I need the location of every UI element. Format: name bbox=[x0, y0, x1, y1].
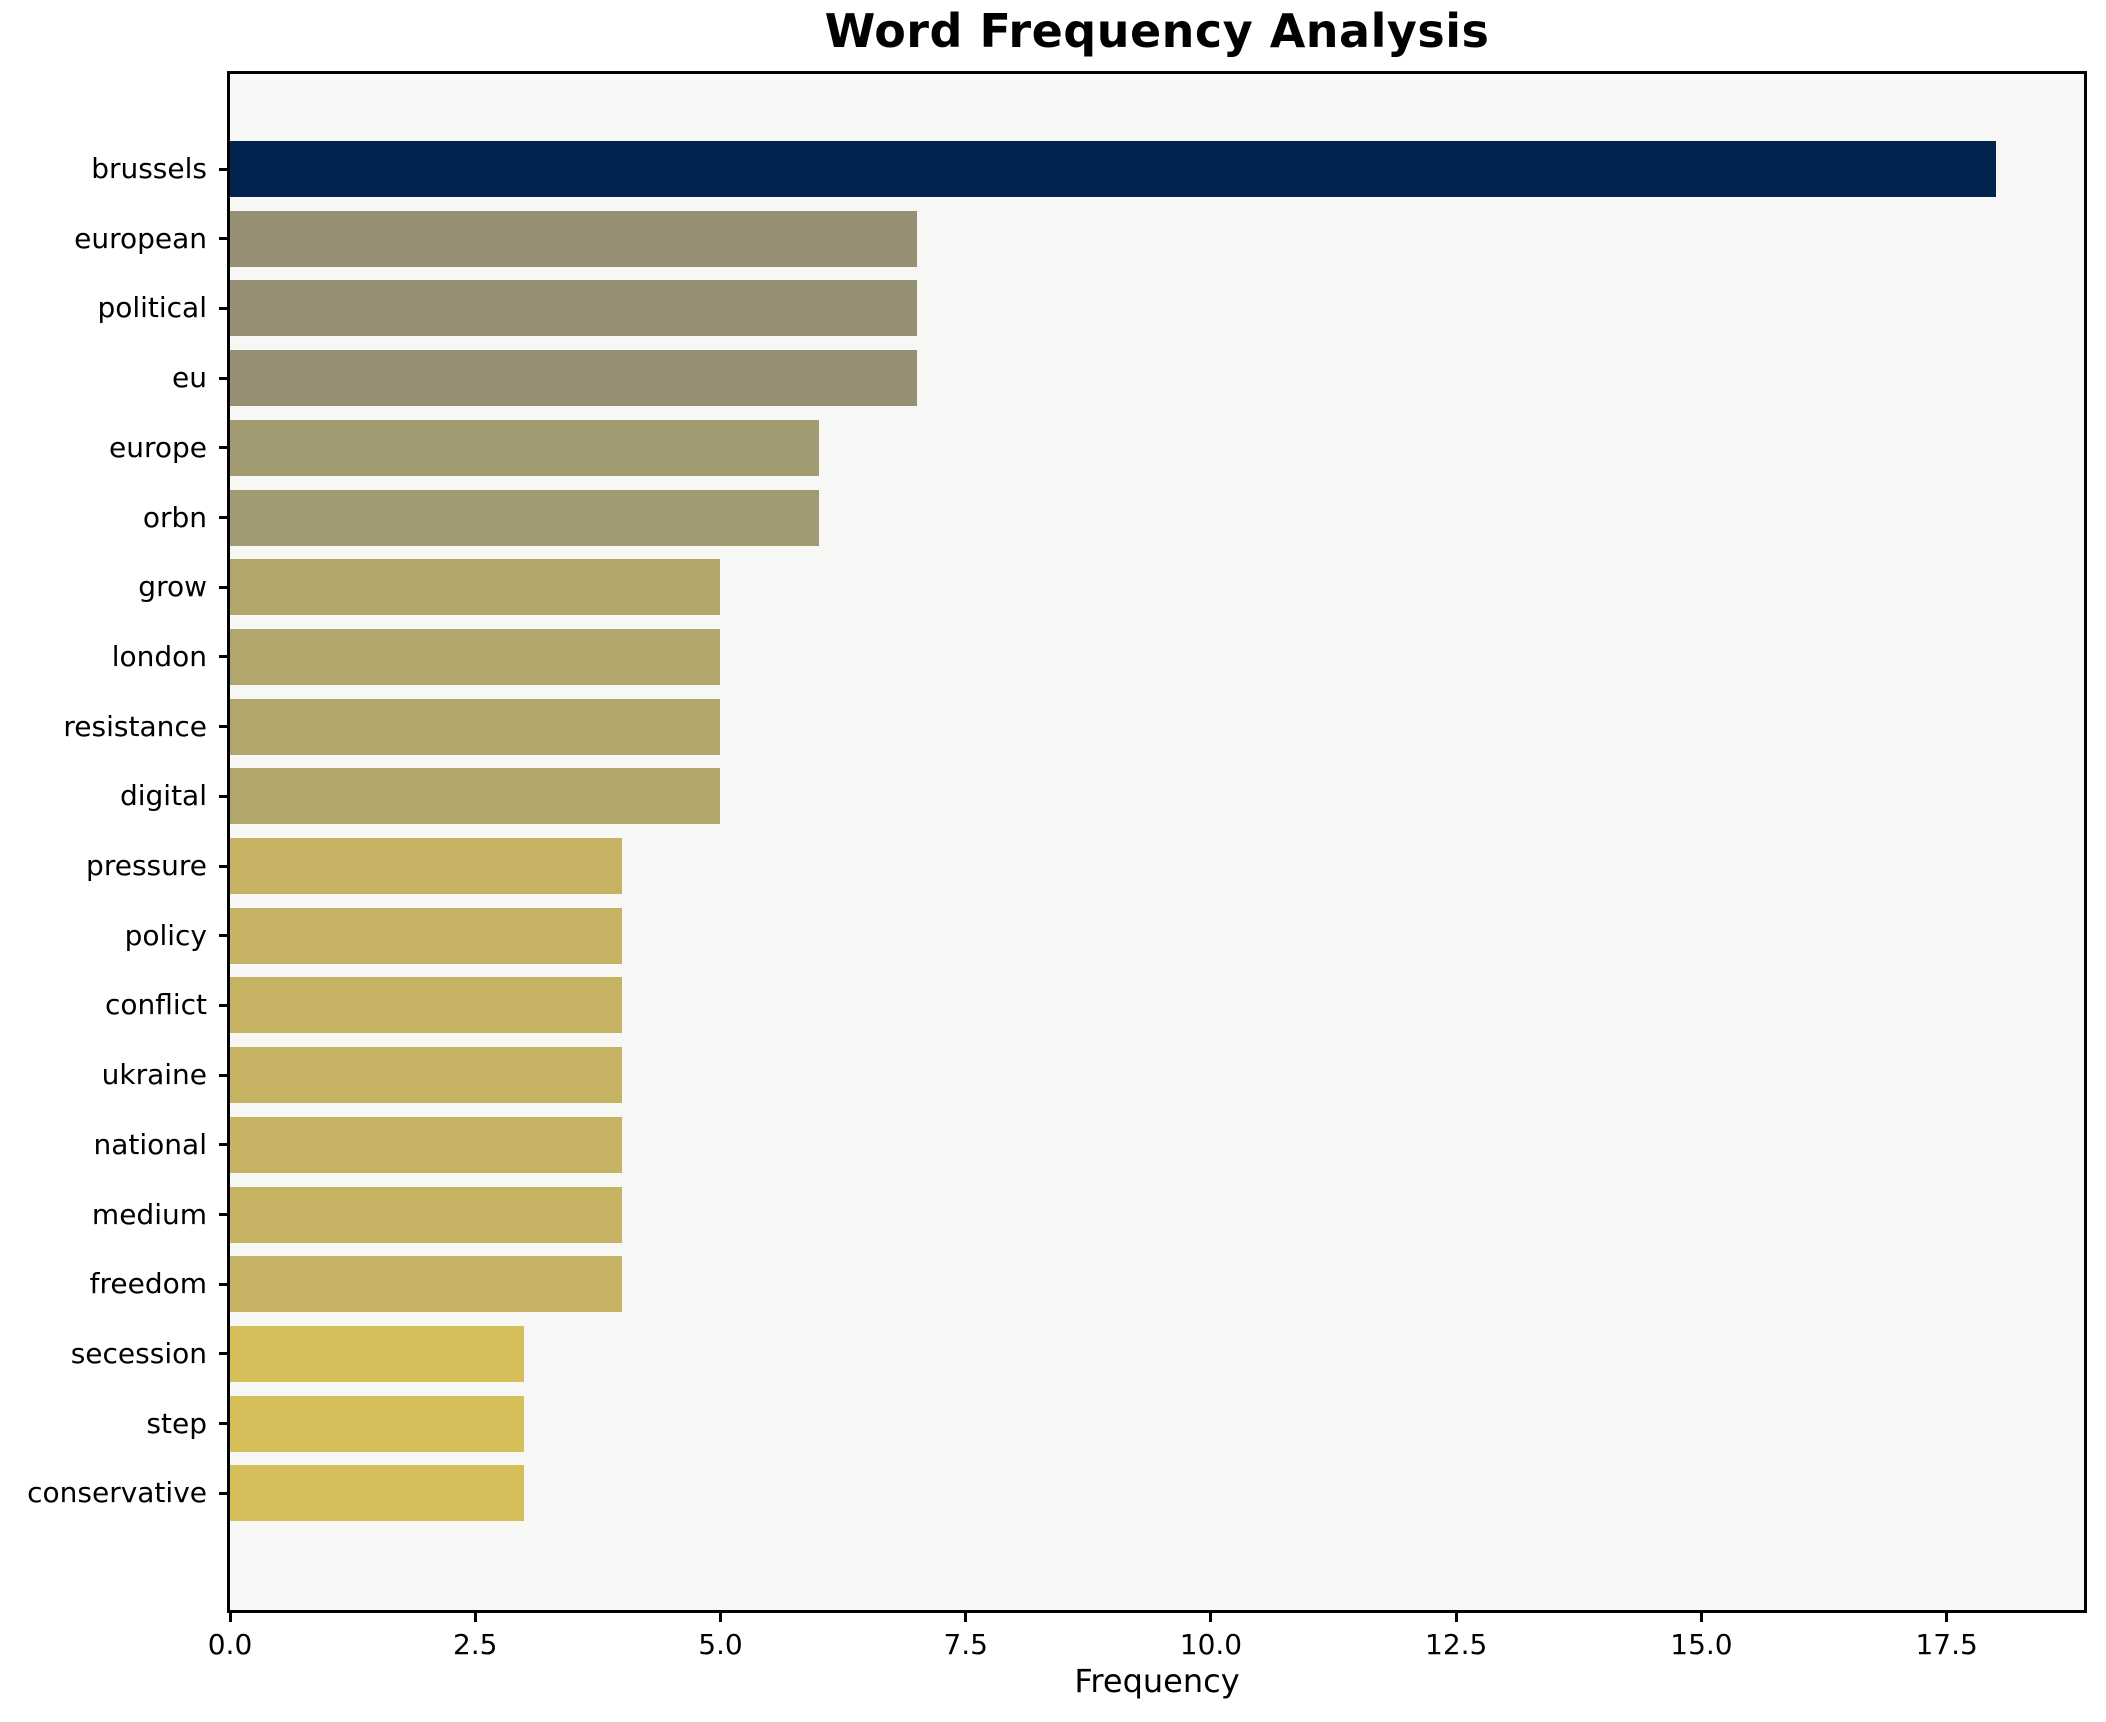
x-tick-mark-17.5 bbox=[1945, 1613, 1949, 1622]
y-label-brussels: brussels bbox=[91, 152, 207, 185]
bar-london bbox=[230, 628, 721, 685]
bar-national bbox=[230, 1116, 623, 1173]
y-label-eu: eu bbox=[172, 361, 207, 395]
bar-ukraine bbox=[230, 1047, 623, 1104]
x-tick-mark-12.5 bbox=[1454, 1613, 1458, 1622]
plot-area bbox=[227, 71, 2087, 1613]
bar-freedom bbox=[230, 1256, 623, 1313]
x-tick-label-0.0: 0.0 bbox=[207, 1628, 253, 1661]
y-label-national: national bbox=[93, 1127, 207, 1161]
x-tick-label-10.0: 10.0 bbox=[1179, 1628, 1243, 1661]
bar-european bbox=[230, 210, 917, 267]
y-tick-digital bbox=[219, 794, 227, 798]
y-label-political: political bbox=[97, 291, 207, 325]
y-label-secession: secession bbox=[70, 1336, 207, 1370]
y-tick-eu bbox=[219, 376, 227, 380]
y-tick-political bbox=[219, 306, 227, 310]
x-tick-label-5.0: 5.0 bbox=[698, 1628, 743, 1661]
bar-step bbox=[230, 1395, 525, 1452]
y-label-europe: europe bbox=[109, 430, 207, 464]
x-tick-label-7.5: 7.5 bbox=[943, 1628, 988, 1661]
x-axis-label: Frequency bbox=[1074, 1662, 1240, 1700]
y-label-medium: medium bbox=[91, 1197, 207, 1231]
y-label-step: step bbox=[146, 1406, 207, 1440]
y-label-conflict: conflict bbox=[104, 988, 207, 1022]
y-label-ukraine: ukraine bbox=[101, 1058, 207, 1092]
x-tick-label-12.5: 12.5 bbox=[1425, 1628, 1488, 1661]
bar-resistance bbox=[230, 698, 721, 755]
y-tick-conservative bbox=[219, 1491, 227, 1495]
bar-political bbox=[230, 280, 917, 337]
x-tick-mark-15.0 bbox=[1699, 1613, 1703, 1622]
y-label-conservative: conservative bbox=[27, 1476, 207, 1510]
y-label-digital: digital bbox=[119, 779, 207, 813]
y-label-freedom: freedom bbox=[89, 1267, 207, 1301]
bar-policy bbox=[230, 907, 623, 964]
y-tick-resistance bbox=[219, 725, 227, 729]
x-tick-mark-7.5 bbox=[964, 1613, 968, 1622]
x-tick-mark-2.5 bbox=[473, 1613, 477, 1622]
bar-conflict bbox=[230, 977, 623, 1034]
y-label-london: london bbox=[111, 639, 207, 673]
bar-medium bbox=[230, 1186, 623, 1243]
bar-brussels bbox=[230, 141, 1996, 197]
x-tick-label-17.5: 17.5 bbox=[1915, 1628, 1978, 1661]
y-tick-orbn bbox=[219, 516, 227, 519]
x-tick-label-15.0: 15.0 bbox=[1670, 1628, 1733, 1661]
x-tick-mark-0.0 bbox=[228, 1613, 232, 1622]
x-tick-mark-5.0 bbox=[718, 1613, 722, 1622]
y-label-grow: grow bbox=[138, 570, 207, 604]
y-tick-step bbox=[219, 1422, 227, 1426]
x-tick-mark-10.0 bbox=[1209, 1613, 1213, 1622]
y-tick-freedom bbox=[219, 1282, 227, 1286]
bar-conservative bbox=[230, 1465, 525, 1522]
y-tick-european bbox=[219, 237, 227, 241]
bar-europe bbox=[230, 419, 819, 476]
y-label-policy: policy bbox=[124, 918, 207, 952]
y-tick-conflict bbox=[219, 1003, 227, 1007]
y-label-resistance: resistance bbox=[63, 709, 207, 743]
y-tick-medium bbox=[219, 1213, 227, 1216]
bar-orbn bbox=[230, 489, 819, 546]
bar-digital bbox=[230, 768, 721, 825]
bar-eu bbox=[230, 350, 917, 407]
y-tick-secession bbox=[219, 1352, 227, 1356]
y-tick-ukraine bbox=[219, 1073, 227, 1077]
y-tick-policy bbox=[219, 934, 227, 938]
bar-grow bbox=[230, 559, 721, 616]
y-tick-grow bbox=[219, 585, 227, 589]
x-tick-label-2.5: 2.5 bbox=[452, 1628, 498, 1661]
y-tick-london bbox=[219, 655, 227, 659]
y-tick-europe bbox=[219, 446, 227, 450]
y-tick-pressure bbox=[219, 864, 227, 868]
y-tick-brussels bbox=[219, 167, 227, 171]
bar-pressure bbox=[230, 838, 623, 894]
y-label-pressure: pressure bbox=[86, 849, 207, 882]
y-label-european: european bbox=[74, 221, 207, 255]
bar-secession bbox=[230, 1325, 525, 1382]
chart-title: Word Frequency Analysis bbox=[824, 4, 1490, 58]
y-tick-national bbox=[219, 1143, 227, 1147]
y-label-orbn: orbn bbox=[142, 500, 207, 534]
